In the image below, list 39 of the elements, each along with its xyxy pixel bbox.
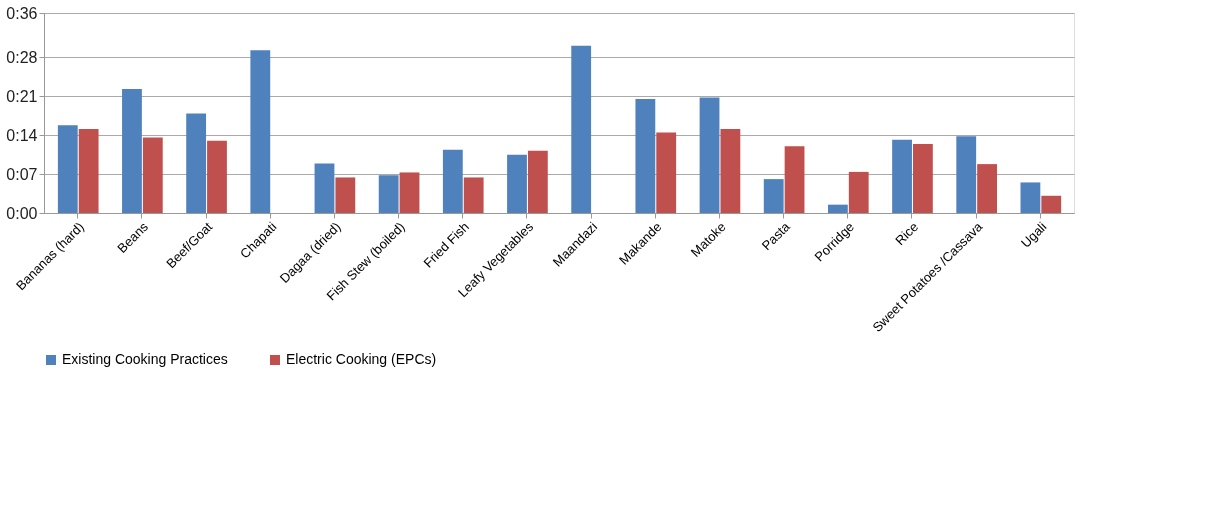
x-tick-label: Rice [892, 219, 922, 249]
bar [57, 125, 78, 213]
bar [78, 129, 99, 213]
bar [122, 89, 142, 213]
bar [784, 146, 805, 213]
bar [977, 164, 997, 213]
legend-label: Existing Cooking Practices [62, 351, 228, 367]
bar [378, 175, 399, 213]
bar [892, 139, 912, 213]
bar [527, 150, 548, 213]
bar [463, 177, 484, 213]
bar [913, 144, 933, 213]
bar [207, 140, 227, 213]
y-tick-label: 0:00 [6, 204, 38, 222]
bar [720, 129, 741, 213]
bar [507, 154, 527, 213]
bar [699, 97, 720, 213]
y-tick-label: 0:28 [6, 48, 38, 66]
bar [335, 177, 356, 213]
bar [314, 163, 335, 213]
bar [142, 137, 163, 213]
bar [848, 171, 869, 213]
y-tick-label: 0:36 [6, 4, 38, 22]
bar [656, 132, 677, 213]
bar [1041, 195, 1062, 213]
y-tick-label: 0:21 [6, 87, 38, 105]
bar [763, 179, 784, 213]
bar [399, 172, 420, 213]
y-tick-label: 0:07 [6, 165, 38, 183]
bar [571, 45, 592, 213]
bar [250, 50, 271, 213]
legend-label: Electric Cooking (EPCs) [286, 351, 437, 367]
y-tick-label: 0:14 [6, 126, 38, 144]
bar [956, 136, 977, 213]
bar [827, 204, 848, 213]
bar [442, 149, 463, 213]
bar [1020, 182, 1041, 213]
bar [186, 113, 207, 213]
bar [635, 99, 656, 213]
